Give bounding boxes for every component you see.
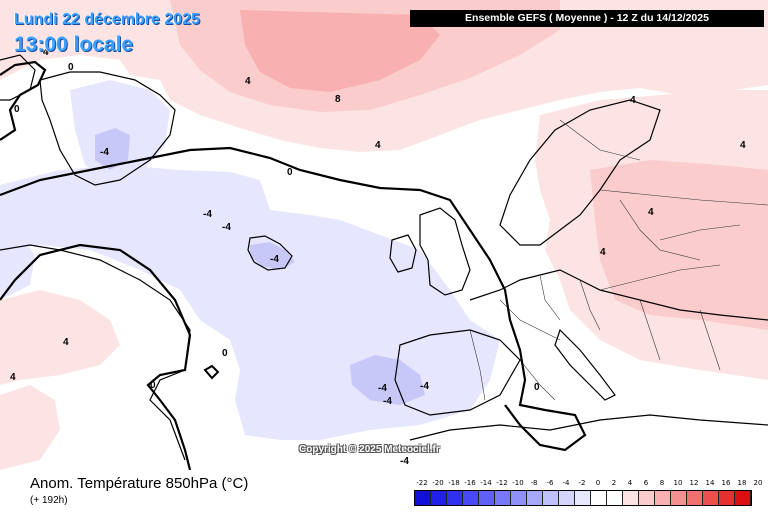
legend-swatch xyxy=(591,491,607,505)
contour-label: 0 xyxy=(534,382,540,393)
contour-label: -4 xyxy=(400,456,409,467)
cold-core-greenland xyxy=(95,128,130,170)
warm-anomaly-west xyxy=(0,290,120,385)
color-scale-bar xyxy=(414,490,752,506)
legend-tick-label: -16 xyxy=(464,479,476,487)
cold-core-iberia xyxy=(350,355,425,405)
legend-tick-label: 4 xyxy=(627,479,633,487)
contour-label: 0 xyxy=(222,348,228,359)
warm-anomaly-north-core xyxy=(240,10,440,92)
legend-swatch xyxy=(623,491,639,505)
contour-label: 0 xyxy=(14,104,20,115)
legend-swatch xyxy=(607,491,623,505)
legend-swatch xyxy=(527,491,543,505)
contour-label: -4 xyxy=(203,209,212,220)
contour-label: -4 xyxy=(378,383,387,394)
temperature-anomaly-map: 0 0 0 0 0 0 4 8 4 4 4 4 4 -4 -4 -4 -4 -4… xyxy=(0,0,768,470)
legend-tick-label: 6 xyxy=(643,479,649,487)
legend-tick-label: -4 xyxy=(562,479,570,487)
country-borders xyxy=(469,119,768,401)
legend-tick-label: -8 xyxy=(530,479,538,487)
forecast-date: Lundi 22 décembre 2025 xyxy=(14,11,200,28)
legend-tick-label: 14 xyxy=(705,479,715,487)
legend-tick-label: -20 xyxy=(432,479,444,487)
contour-label: 8 xyxy=(335,94,341,105)
zero-isotherm-small xyxy=(203,364,220,380)
contour-label: 0 xyxy=(150,380,156,391)
zero-isotherm-west xyxy=(0,243,192,470)
legend-swatch xyxy=(447,491,463,505)
legend-swatch xyxy=(735,491,751,505)
legend-tick-label: 8 xyxy=(659,479,665,487)
contour-labels: 0 0 0 0 0 0 4 8 4 4 4 4 4 -4 -4 -4 -4 -4… xyxy=(10,47,746,467)
contour-label: 4 xyxy=(600,247,606,258)
contour-label: 4 xyxy=(63,337,69,348)
legend-swatch xyxy=(703,491,719,505)
legend-swatch xyxy=(719,491,735,505)
legend-tick-label: 10 xyxy=(673,479,683,487)
legend-tick-label: -12 xyxy=(496,479,508,487)
legend-tick-label: -18 xyxy=(448,479,460,487)
legend-swatch xyxy=(495,491,511,505)
warm-anomaly-west-2 xyxy=(0,385,60,470)
contour-label: 4 xyxy=(245,76,251,87)
legend-swatch xyxy=(431,491,447,505)
legend-swatch xyxy=(463,491,479,505)
legend-tick-label: 0 xyxy=(595,479,601,487)
legend-tick-labels: -22 -20 -18 -16 -14 -12 -10 -8 -6 -4 -2 0 2 4 6 8 10 12 14… xyxy=(414,479,762,489)
contour-label: 4 xyxy=(10,372,16,383)
legend-tick-label: -6 xyxy=(546,479,554,487)
contour-label: -4 xyxy=(270,254,279,265)
legend-swatch xyxy=(559,491,575,505)
model-run-label: Ensemble GEFS ( Moyenne ) - 12 Z du 14/1… xyxy=(410,10,764,27)
zero-isotherm-greenland xyxy=(0,60,47,141)
contour-label: 4 xyxy=(375,140,381,151)
legend-swatch xyxy=(671,491,687,505)
contour-label: 4 xyxy=(43,47,49,58)
coastlines xyxy=(0,54,768,461)
warm-anomaly-europe-mid xyxy=(590,160,768,330)
zero-isotherm xyxy=(0,146,587,452)
legend-swatch xyxy=(543,491,559,505)
lead-time: (+ 192h) xyxy=(30,495,68,506)
contour-label: -4 xyxy=(100,147,109,158)
legend-swatch xyxy=(511,491,527,505)
legend-tick-label: 16 xyxy=(721,479,731,487)
map-footer: Anom. Température 850hPa (°C) (+ 192h) -… xyxy=(0,470,768,512)
legend-tick-label: 2 xyxy=(611,479,617,487)
legend-tick-label: -2 xyxy=(578,479,586,487)
copyright-notice: Copyright © 2025 Meteociel.fr xyxy=(299,444,440,455)
cold-anomaly-labrador xyxy=(0,235,35,300)
legend-swatch xyxy=(575,491,591,505)
legend-tick-label: 18 xyxy=(737,479,747,487)
legend-tick-label: 12 xyxy=(689,479,699,487)
legend-swatch xyxy=(415,491,431,505)
legend-tick-label: -22 xyxy=(416,479,428,487)
cold-core-atlantic xyxy=(250,242,295,270)
contour-label: -4 xyxy=(420,381,429,392)
contour-label: 4 xyxy=(648,207,654,218)
contour-label: 4 xyxy=(740,140,746,151)
contour-label: 0 xyxy=(287,167,293,178)
contour-label: 0 xyxy=(68,62,74,73)
legend-tick-label: 20 xyxy=(753,479,763,487)
legend-tick-label: -14 xyxy=(480,479,492,487)
legend-swatch xyxy=(479,491,495,505)
legend-swatch xyxy=(655,491,671,505)
legend-tick-label: -10 xyxy=(512,479,524,487)
legend-swatch xyxy=(639,491,655,505)
map-title: Anom. Température 850hPa (°C) xyxy=(30,475,249,492)
legend-swatch xyxy=(687,491,703,505)
forecast-local-time: 13:00 locale xyxy=(14,33,134,56)
contour-label: -4 xyxy=(383,396,392,407)
contour-label: -4 xyxy=(222,222,231,233)
contour-label: 4 xyxy=(630,95,636,106)
